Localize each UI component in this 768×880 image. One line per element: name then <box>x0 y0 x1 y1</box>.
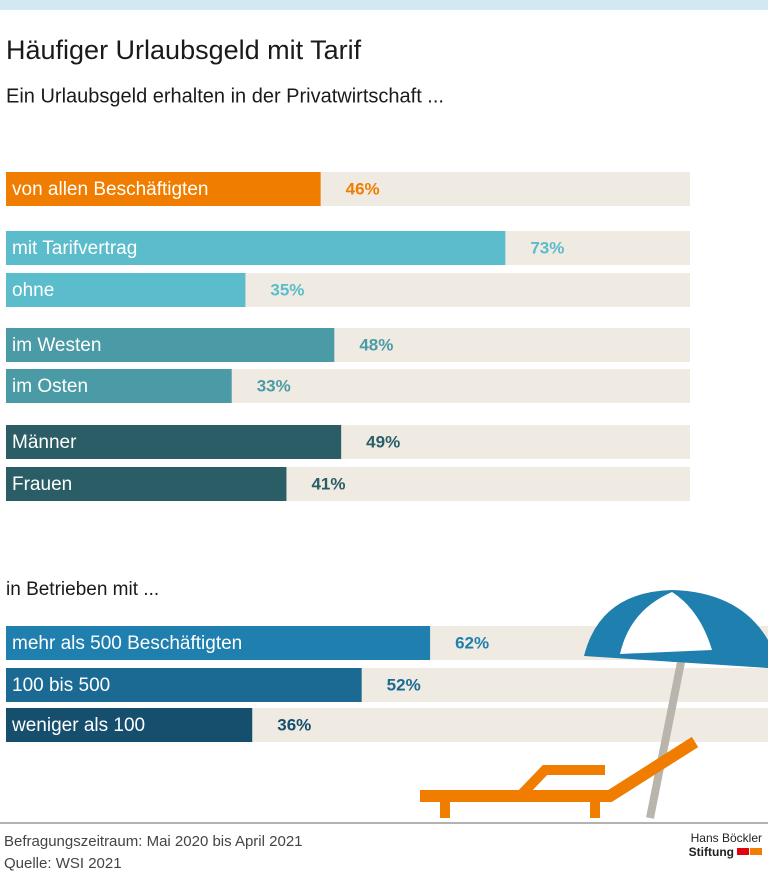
category-label: Männer <box>12 432 77 453</box>
value-label: 62% <box>455 633 489 652</box>
category-label: im Osten <box>12 376 88 397</box>
logo-mark <box>737 848 749 855</box>
bar <box>6 273 246 307</box>
category-label: von allen Beschäftigten <box>12 179 208 200</box>
chart-subtitle: Ein Urlaubsgeld erhalten in der Privatwi… <box>6 85 444 107</box>
category-label: Frauen <box>12 474 72 495</box>
value-label: 49% <box>366 432 400 451</box>
bars: von allen Beschäftigten 46% mit Tarifvertr… <box>6 172 768 742</box>
logo-text: Hans Böckler <box>691 831 762 845</box>
value-label: 46% <box>346 179 380 198</box>
lounger-leg <box>590 796 600 818</box>
bar <box>6 328 335 362</box>
value-label: 41% <box>311 474 345 493</box>
chart-title: Häufiger Urlaubsgeld mit Tarif <box>6 35 362 65</box>
category-label: ohne <box>12 280 54 301</box>
bar <box>6 708 253 742</box>
logo-text: Stiftung <box>689 845 734 859</box>
decoration <box>420 590 768 819</box>
lounger-leg <box>440 796 450 818</box>
bar <box>6 231 506 265</box>
umbrella-pole <box>646 661 685 819</box>
value-label: 36% <box>277 715 311 734</box>
category-label: mehr als 500 Beschäftigten <box>12 633 242 654</box>
category-label: weniger als 100 <box>11 715 145 736</box>
category-label: im Westen <box>12 335 101 356</box>
top-strip <box>0 0 768 10</box>
category-label: mit Tarifvertrag <box>12 238 137 259</box>
note: Befragungszeitraum: Mai 2020 bis April 2… <box>4 833 303 850</box>
lounger <box>420 736 699 802</box>
category-label: 100 bis 500 <box>12 675 110 696</box>
logo-mark <box>750 848 762 855</box>
value-label: 52% <box>387 675 421 694</box>
value-label: 48% <box>359 335 393 354</box>
value-label: 33% <box>257 376 291 395</box>
lounger-frame <box>516 765 605 800</box>
value-label: 35% <box>270 280 304 299</box>
bar <box>6 668 362 702</box>
note: Quelle: WSI 2021 <box>4 855 122 872</box>
bar <box>6 369 232 403</box>
bar <box>6 172 321 206</box>
bar <box>6 425 342 459</box>
bar <box>6 467 287 501</box>
value-label: 73% <box>530 238 564 257</box>
bar <box>6 626 431 660</box>
section-title: in Betrieben mit ... <box>6 579 159 600</box>
umbrella-stripe <box>620 592 712 654</box>
